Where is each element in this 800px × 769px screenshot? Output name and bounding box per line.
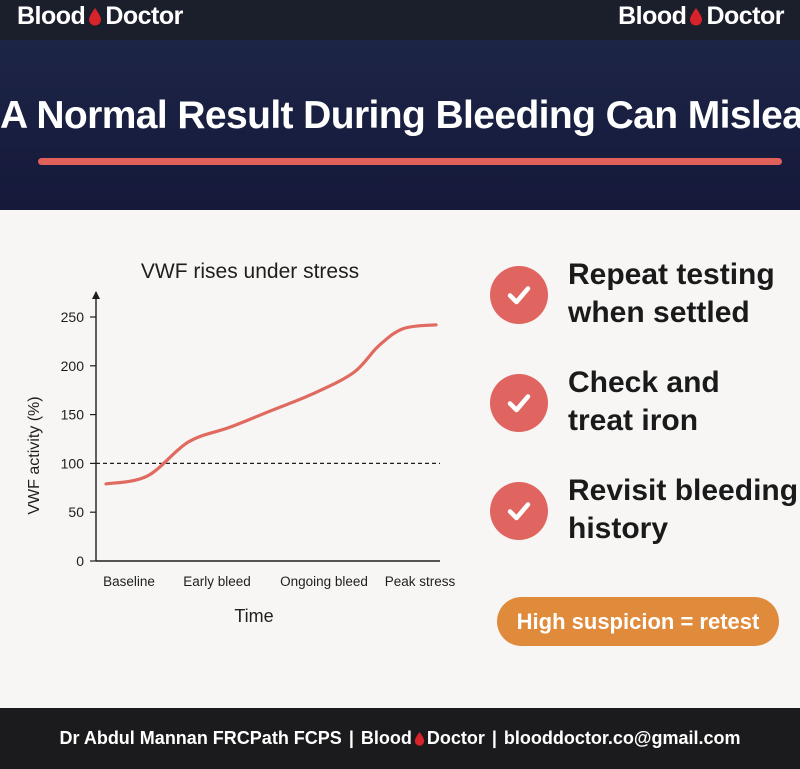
y-axis-arrow <box>92 291 100 299</box>
y-tick-label: 100 <box>61 455 85 471</box>
check-circle <box>490 266 548 324</box>
y-tick-label: 200 <box>61 358 85 374</box>
brand-logo-left: Blood Doctor <box>17 2 183 31</box>
checklist-line: Repeat testing <box>568 258 775 291</box>
retest-callout-badge: High suspicion = retest <box>497 597 779 646</box>
footer-email: blooddoctor.co@gmail.com <box>503 728 741 748</box>
footer-separator: | <box>348 728 354 748</box>
checklist-item: Check and treat iron <box>490 366 720 440</box>
brand-word-doctor: Doctor <box>105 2 183 30</box>
checklist-text: Check and treat iron <box>568 364 720 440</box>
title-underline <box>38 158 782 165</box>
brand-word-blood: Blood <box>618 2 687 30</box>
x-tick-label: Early bleed <box>183 574 251 589</box>
y-tick-label: 50 <box>68 504 84 520</box>
vwf-line-chart: VWF rises under stress VWF activity (%) … <box>26 260 456 626</box>
checklist-text: Repeat testing when settled <box>568 256 775 332</box>
footer-author: Dr Abdul Mannan FRCPath FCPS <box>59 728 342 748</box>
checklist-text: Revisit bleeding history <box>568 472 798 548</box>
x-tick-label: Peak stress <box>385 574 456 589</box>
footer-bar: Dr Abdul Mannan FRCPath FCPS | Blood Doc… <box>0 708 800 769</box>
checklist-item: Repeat testing when settled <box>490 258 775 332</box>
brand-logo-right: Blood Doctor <box>618 2 784 31</box>
chart-title: VWF rises under stress <box>141 260 359 283</box>
header-banner: A Normal Result During Bleeding Can Misl… <box>0 40 800 210</box>
page-title: A Normal Result During Bleeding Can Misl… <box>0 94 800 137</box>
check-icon <box>507 502 531 521</box>
footer-brand-blood: Blood <box>360 728 412 748</box>
x-axis-label: Time <box>234 606 273 626</box>
x-tick-label: Ongoing bleed <box>280 574 368 589</box>
brand-word-doctor: Doctor <box>706 2 784 30</box>
checklist-item: Revisit bleeding history <box>490 474 798 548</box>
check-circle <box>490 374 548 432</box>
y-tick-label: 0 <box>76 553 84 569</box>
checklist-line: history <box>568 512 669 545</box>
check-icon <box>507 394 531 413</box>
y-tick-label: 150 <box>61 407 85 423</box>
footer-separator: | <box>491 728 497 748</box>
check-circle <box>490 482 548 540</box>
series-line <box>104 323 438 486</box>
top-bar: Blood Doctor Blood Doctor <box>0 0 800 40</box>
blood-drop-icon <box>89 7 102 25</box>
checklist-line: Check and <box>568 366 720 399</box>
y-tick-label: 250 <box>61 309 85 325</box>
brand-word-blood: Blood <box>17 2 86 30</box>
chart-axes <box>92 291 440 562</box>
series-group <box>104 323 438 486</box>
checklist-line: treat iron <box>568 404 699 437</box>
check-icon <box>507 286 531 305</box>
blood-drop-icon <box>690 7 703 25</box>
blood-drop-icon <box>414 731 425 746</box>
checklist-line: when settled <box>568 296 750 329</box>
footer-brand-doctor: Doctor <box>426 728 485 748</box>
y-ticks: 0 50 100 150 200 250 <box>61 309 96 569</box>
x-tick-label: Baseline <box>103 574 155 589</box>
checklist-line: Revisit bleeding <box>568 474 799 507</box>
x-ticks: Baseline Early bleed Ongoing bleed Peak str… <box>103 574 455 589</box>
y-axis-label: VWF activity (%) <box>26 396 43 514</box>
